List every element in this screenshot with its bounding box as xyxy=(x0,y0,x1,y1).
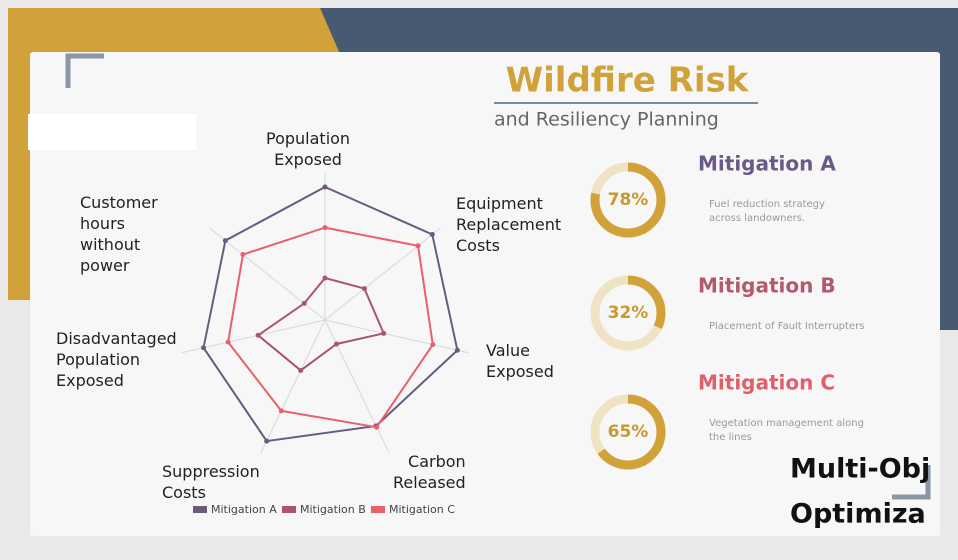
footer-text: Multi-Obj xyxy=(790,454,930,485)
radar-point xyxy=(223,238,228,243)
radar-point xyxy=(279,408,284,413)
gauge-label: 65% xyxy=(608,422,649,442)
legend-label: Mitigation C xyxy=(389,503,455,516)
radar-point xyxy=(323,276,328,281)
mitigation-title: Mitigation C xyxy=(698,371,835,395)
radar-point xyxy=(430,232,435,237)
radar-point xyxy=(302,301,307,306)
radar-point xyxy=(256,333,261,338)
radar-point xyxy=(264,439,269,444)
slide: Mitigation A Mitigation B Mitigation C 78%… xyxy=(0,0,958,560)
radar-point xyxy=(240,252,245,257)
axis-label: Carbon Released xyxy=(393,451,466,493)
legend-swatch xyxy=(282,506,296,513)
title: Wildfire Risk xyxy=(506,61,750,101)
radar-point xyxy=(323,225,328,230)
radar-point xyxy=(334,341,339,346)
axis-label: Equipment Replacement Costs xyxy=(456,193,561,256)
legend-label: Mitigation B xyxy=(300,503,366,516)
axis-label: Value Exposed xyxy=(486,340,554,382)
mitigation-description: Placement of Fault Interrupters xyxy=(709,320,864,334)
legend-swatch xyxy=(371,506,385,513)
radar-point xyxy=(381,331,386,336)
radar-point xyxy=(323,185,328,190)
mitigation-description: Fuel reduction strategy across landowner… xyxy=(709,198,825,226)
mitigation-title: Mitigation A xyxy=(698,152,836,176)
axis-label: Suppression Costs xyxy=(162,461,260,503)
radar-point xyxy=(374,425,379,430)
canvas: Mitigation A Mitigation B Mitigation C 78%… xyxy=(0,0,958,560)
radar-point xyxy=(416,243,421,248)
radar-point xyxy=(430,342,435,347)
radar-point xyxy=(226,340,231,345)
radar-point xyxy=(455,348,460,353)
radar-point xyxy=(201,345,206,350)
legend-swatch xyxy=(193,506,207,513)
axis-label: Population Exposed xyxy=(266,128,350,170)
footer-text: Optimiza xyxy=(790,499,926,530)
mitigation-description: Vegetation management along the lines xyxy=(709,417,864,445)
blank-box xyxy=(28,114,196,150)
mitigation-title: Mitigation B xyxy=(698,274,836,298)
radar-point xyxy=(362,286,367,291)
legend-label: Mitigation A xyxy=(211,503,277,516)
gauge-label: 32% xyxy=(608,303,649,323)
axis-label: Customer hours without power xyxy=(80,192,158,276)
axis-label: Disadvantaged Population Exposed xyxy=(56,328,177,391)
subtitle: and Resiliency Planning xyxy=(494,109,719,131)
gauge-label: 78% xyxy=(608,190,649,210)
radar-point xyxy=(298,368,303,373)
